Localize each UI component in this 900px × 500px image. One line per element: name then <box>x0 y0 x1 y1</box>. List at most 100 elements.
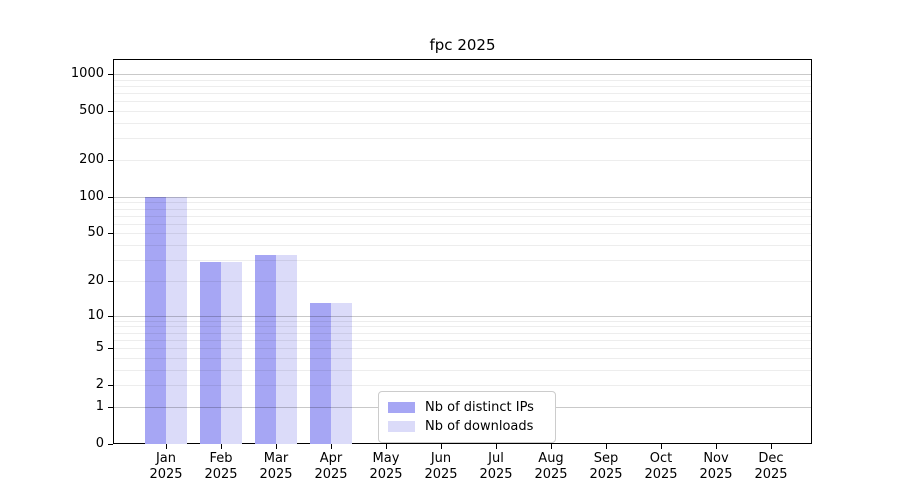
y-tick-label-20: 20 <box>87 272 104 288</box>
legend-swatch-downloads <box>388 421 415 432</box>
x-tick-month: Dec <box>758 451 784 466</box>
gridline-100 <box>114 196 811 198</box>
x-tick-mark-may <box>386 444 387 449</box>
gridline-50 <box>114 233 811 235</box>
y-tick-mark-200 <box>108 159 113 161</box>
gridline-500 <box>114 111 811 113</box>
y-tick-mark-2 <box>108 385 113 387</box>
y-tick-mark-100 <box>108 196 113 198</box>
x-tick-mark-feb <box>221 444 222 449</box>
gridline-400 <box>114 122 811 124</box>
x-tick-mark-dec <box>771 444 772 449</box>
gridline-700 <box>114 93 811 95</box>
y-tick-label-200: 200 <box>79 151 104 167</box>
gridline-4 <box>114 357 811 359</box>
gridline-80 <box>114 208 811 210</box>
x-tick-year: 2025 <box>149 467 183 482</box>
legend-label-distinct-ips: Nb of distinct IPs <box>425 400 534 415</box>
gridline-90 <box>114 202 811 204</box>
x-tick-mark-jul <box>496 444 497 449</box>
bar-downloads-feb <box>221 261 242 444</box>
bar-distinct-ips-apr <box>310 302 331 444</box>
y-tick-label-2: 2 <box>95 377 104 393</box>
y-tick-label-1000: 1000 <box>70 65 104 81</box>
x-tick-year: 2025 <box>204 467 238 482</box>
x-tick-month: Sep <box>593 451 619 466</box>
y-tick-label-100: 100 <box>79 188 104 204</box>
legend: Nb of distinct IPs Nb of downloads <box>378 391 556 443</box>
y-tick-label-5: 5 <box>95 340 104 356</box>
gridline-20 <box>114 280 811 282</box>
x-tick-label-dec: Dec 2025 <box>743 451 799 483</box>
gridline-2 <box>114 385 811 387</box>
x-tick-mark-sep <box>606 444 607 449</box>
y-tick-mark-500 <box>108 111 113 113</box>
x-tick-year: 2025 <box>589 467 623 482</box>
x-tick-label-sep: Sep 2025 <box>578 451 634 483</box>
bar-distinct-ips-mar <box>255 255 276 444</box>
y-tick-mark-1000 <box>108 73 113 75</box>
gridline-9 <box>114 320 811 322</box>
gridline-10 <box>114 315 811 317</box>
bar-downloads-apr <box>331 302 352 444</box>
x-tick-month: Nov <box>703 451 729 466</box>
x-tick-mark-jun <box>441 444 442 449</box>
gridline-900 <box>114 79 811 81</box>
chart-title: fpc 2025 <box>429 36 496 54</box>
y-tick-label-0: 0 <box>95 436 104 451</box>
x-tick-month: Jun <box>430 451 452 466</box>
bar-distinct-ips-jan <box>145 196 166 444</box>
x-tick-month: Apr <box>319 451 343 466</box>
x-tick-month: Jan <box>155 451 177 466</box>
x-tick-year: 2025 <box>369 467 403 482</box>
x-tick-month: Feb <box>209 451 233 466</box>
x-tick-mark-nov <box>716 444 717 449</box>
gridline-300 <box>114 138 811 140</box>
gridline-40 <box>114 245 811 247</box>
x-tick-label-feb: Feb 2025 <box>193 451 249 483</box>
x-tick-mark-mar <box>276 444 277 449</box>
gridline-800 <box>114 85 811 87</box>
x-tick-year: 2025 <box>754 467 788 482</box>
x-tick-year: 2025 <box>644 467 678 482</box>
bar-downloads-jan <box>166 196 187 444</box>
legend-item-downloads: Nb of downloads <box>388 417 546 436</box>
x-tick-label-mar: Mar 2025 <box>248 451 304 483</box>
gridline-70 <box>114 215 811 217</box>
y-tick-label-10: 10 <box>87 307 104 323</box>
x-tick-month: Jul <box>488 451 504 466</box>
gridline-8 <box>114 326 811 328</box>
gridline-30 <box>114 260 811 262</box>
y-tick-label-1: 1 <box>95 398 104 414</box>
y-tick-mark-0 <box>108 444 113 445</box>
y-tick-label-500: 500 <box>79 103 104 119</box>
x-tick-label-nov: Nov 2025 <box>688 451 744 483</box>
x-tick-month: May <box>372 451 400 466</box>
gridline-5 <box>114 348 811 350</box>
gridline-200 <box>114 159 811 161</box>
bar-downloads-mar <box>276 255 297 444</box>
x-tick-month: Mar <box>263 451 289 466</box>
gridline-7 <box>114 332 811 334</box>
x-tick-mark-apr <box>331 444 332 449</box>
bar-distinct-ips-feb <box>200 261 221 444</box>
x-tick-year: 2025 <box>424 467 458 482</box>
x-tick-year: 2025 <box>479 467 513 482</box>
gridline-1000 <box>114 73 811 75</box>
y-tick-mark-5 <box>108 348 113 350</box>
legend-item-distinct-ips: Nb of distinct IPs <box>388 398 546 417</box>
y-tick-mark-20 <box>108 280 113 282</box>
x-tick-label-may: May 2025 <box>358 451 414 483</box>
x-tick-label-oct: Oct 2025 <box>633 451 689 483</box>
x-tick-label-jul: Jul 2025 <box>468 451 524 483</box>
x-tick-month: Oct <box>649 451 673 466</box>
x-tick-label-jun: Jun 2025 <box>413 451 469 483</box>
x-tick-month: Aug <box>538 451 564 466</box>
x-tick-year: 2025 <box>314 467 348 482</box>
gridline-3 <box>114 369 811 371</box>
x-tick-label-apr: Apr 2025 <box>303 451 359 483</box>
gridline-60 <box>114 223 811 225</box>
x-tick-year: 2025 <box>259 467 293 482</box>
gridline-600 <box>114 101 811 103</box>
